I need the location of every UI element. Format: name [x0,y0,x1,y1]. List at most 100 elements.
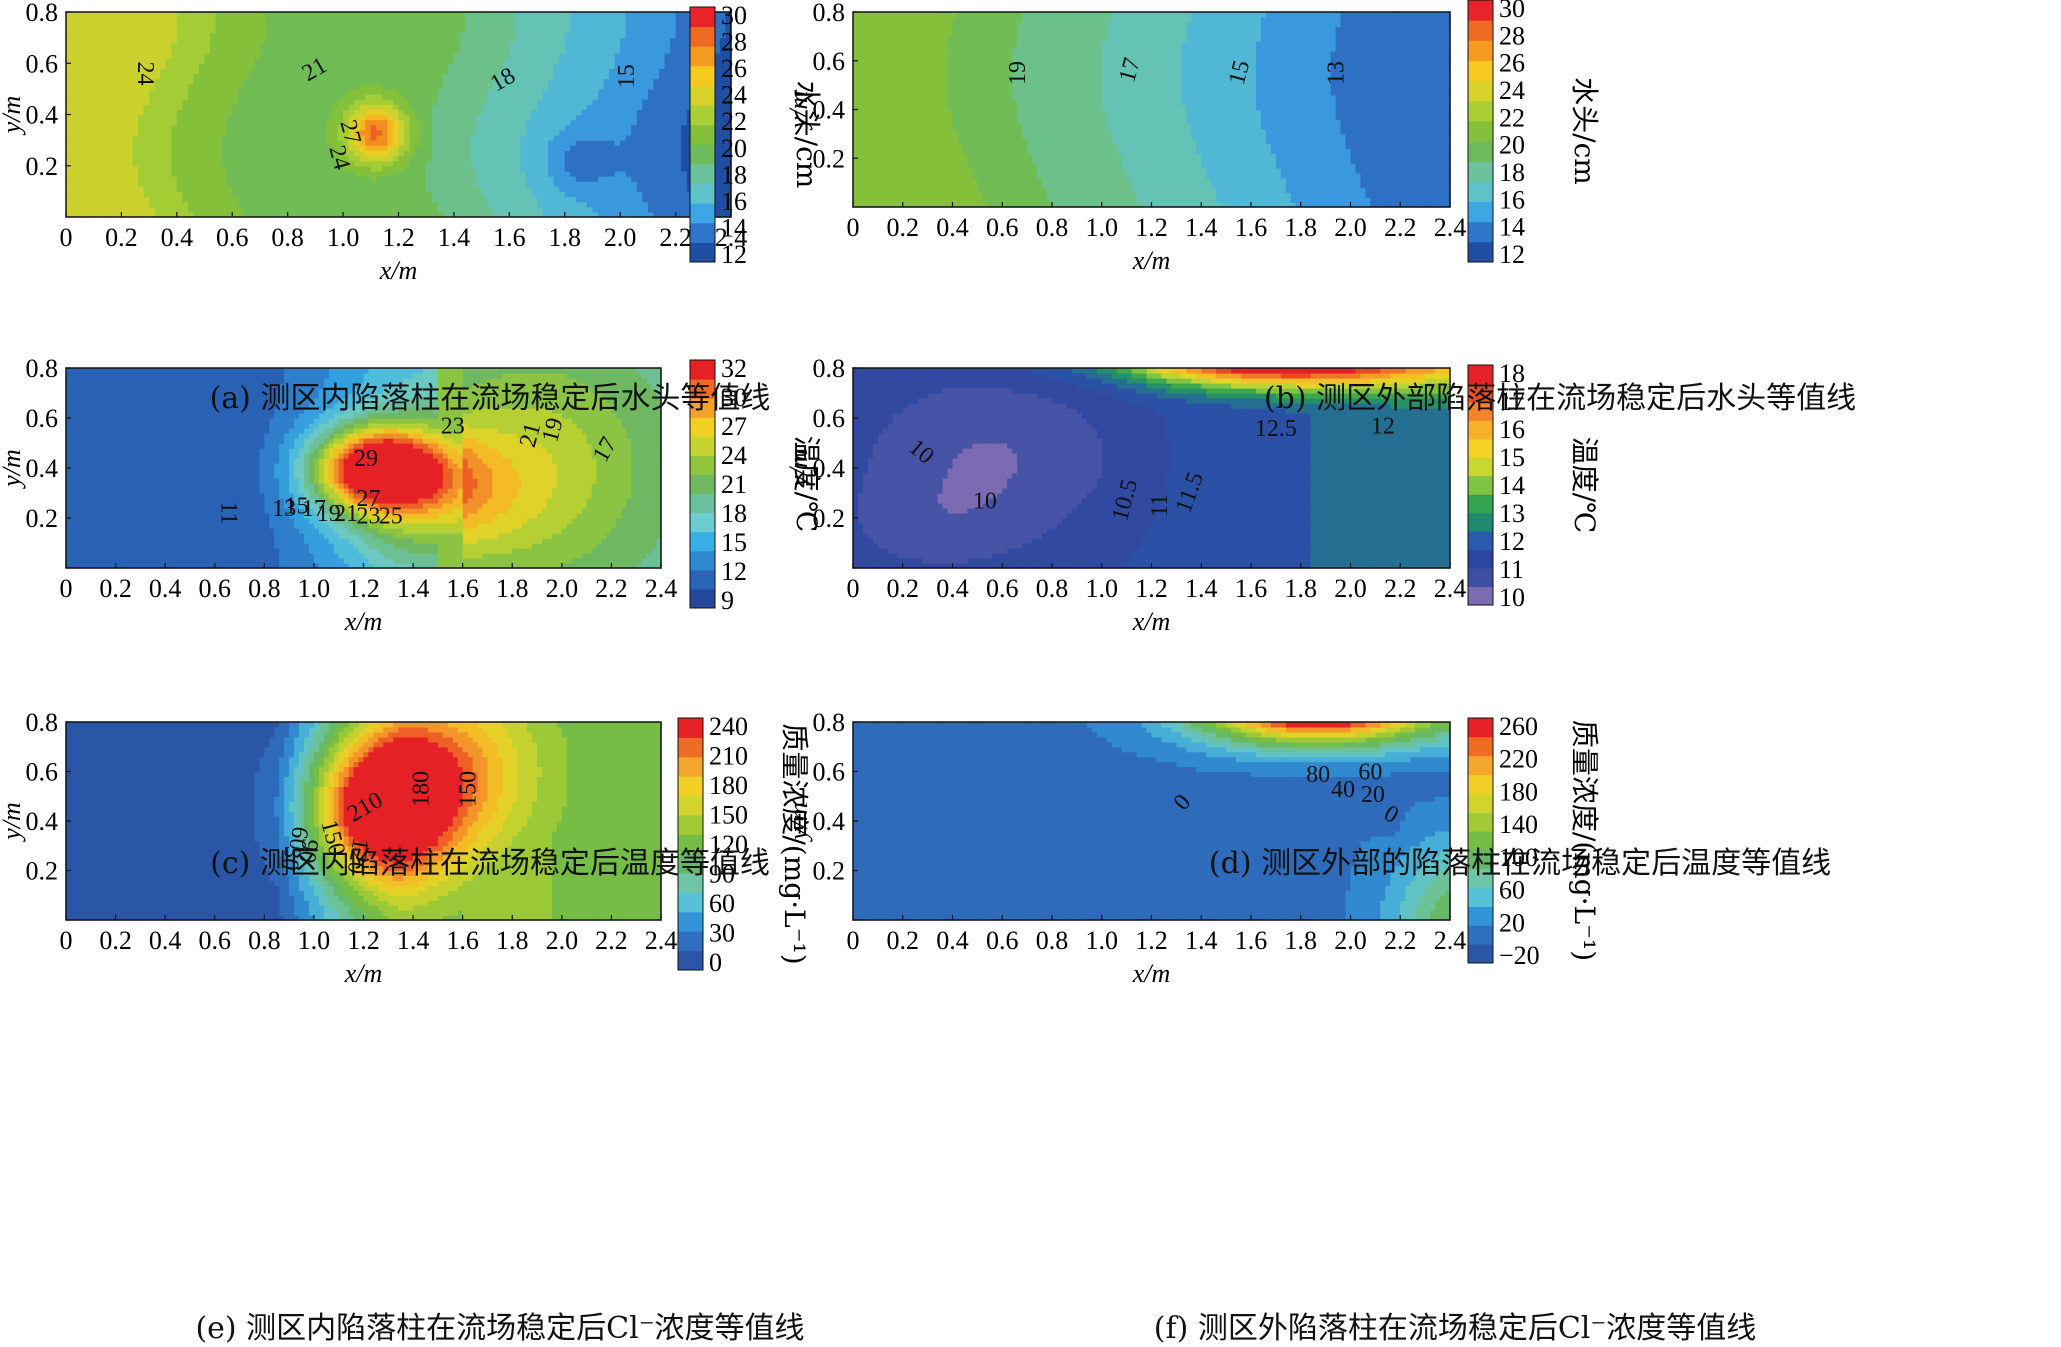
heat-cell [282,74,288,80]
heat-cell [559,207,565,213]
heat-cell [238,125,244,131]
heat-cell [399,94,405,100]
heat-cell [415,161,421,167]
heat-cell [326,176,332,182]
heat-cell [432,99,438,105]
heat-cell [626,17,632,23]
heat-cell [288,89,294,95]
heat-cell [188,207,194,213]
heat-cell [626,53,632,59]
heat-cell [676,38,682,44]
heat-cell [659,109,665,115]
heat-cell [592,202,598,208]
heat-cell [127,150,133,156]
heat-cell [343,89,349,95]
heat-cell [576,181,582,187]
heat-cell [304,12,310,18]
heat-cell [642,53,648,59]
heat-cell [199,22,205,28]
heat-cell [382,74,388,80]
heat-cell [365,202,371,208]
heat-cell [77,53,83,59]
heat-cell [382,207,388,213]
heat-cell [221,161,227,167]
heat-cell [260,89,266,95]
heat-cell [642,161,648,167]
heat-cell [570,115,576,121]
heat-cell [193,99,199,105]
heat-cell [254,53,260,59]
heat-cell [121,58,127,64]
heat-cell [72,197,78,203]
heat-cell [304,38,310,44]
heat-cell [543,125,549,131]
heat-cell [254,68,260,74]
heat-cell [271,186,277,192]
heat-cell [266,156,272,162]
heat-cell [642,94,648,100]
heat-cell [493,150,499,156]
heat-cell [471,140,477,146]
heat-cell [565,207,571,213]
heat-cell [487,135,493,141]
heat-cell [188,74,194,80]
heat-cell [404,176,410,182]
heat-cell [665,181,671,187]
heat-cell [520,207,526,213]
heat-cell [299,150,305,156]
heat-cell [282,176,288,182]
heat-cell [620,150,626,156]
heat-cell [548,109,554,115]
heat-cell [659,197,665,203]
heat-cell [432,202,438,208]
heat-cell [304,135,310,141]
heat-cell [254,99,260,105]
heat-cell [332,89,338,95]
heat-cell [188,202,194,208]
heat-cell [509,53,515,59]
heat-cell [332,191,338,197]
heat-cell [587,135,593,141]
heat-cell [166,17,172,23]
heat-cell [659,145,665,151]
heat-cell [266,109,272,115]
heat-cell [266,99,272,105]
heat-cell [260,181,266,187]
heat-cell [504,22,510,28]
heat-cell [448,109,454,115]
heat-cell [83,181,89,187]
heat-cell [371,125,377,131]
heat-cell [277,166,283,172]
heat-cell [166,181,172,187]
heat-cell [249,33,255,39]
heat-cell [365,171,371,177]
heat-cell [221,27,227,33]
heat-cell [293,79,299,85]
heat-cell [338,84,344,90]
heat-cell [437,125,443,131]
heat-cell [520,125,526,131]
heat-cell [238,22,244,28]
heat-cell [166,140,172,146]
heat-cell [310,176,316,182]
heat-cell [520,140,526,146]
heat-cell [482,22,488,28]
heat-cell [426,27,432,33]
heat-cell [626,186,632,192]
heat-cell [227,58,233,64]
heat-cell [537,161,543,167]
heat-cell [587,53,593,59]
heat-cell [626,161,632,167]
heat-cell [238,17,244,23]
heat-cell [443,202,449,208]
heat-cell [526,89,532,95]
heat-cell [277,58,283,64]
heat-cell [315,99,321,105]
heat-cell [315,43,321,49]
heat-cell [354,74,360,80]
heat-cell [138,94,144,100]
heat-cell [321,99,327,105]
heat-cell [205,207,211,213]
heat-cell [193,181,199,187]
heat-cell [66,207,72,213]
